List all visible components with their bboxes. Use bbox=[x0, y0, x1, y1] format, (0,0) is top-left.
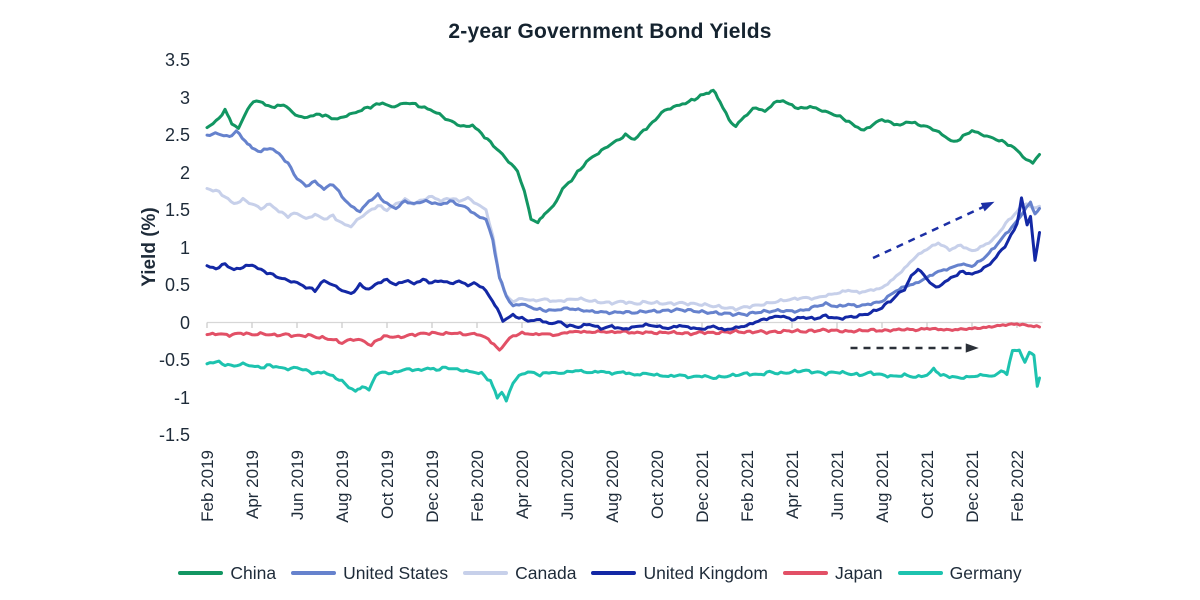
legend-swatch bbox=[291, 571, 337, 575]
legend-label: Japan bbox=[834, 562, 883, 583]
x-tick-label: Feb 2021 bbox=[738, 450, 757, 522]
x-tick-label: Oct 2021 bbox=[918, 450, 937, 519]
legend-label: Canada bbox=[515, 562, 577, 583]
series-line-china bbox=[205, 88, 1041, 225]
legend-item-china: China bbox=[178, 563, 276, 584]
x-tick-label: Dec 2021 bbox=[693, 450, 712, 523]
legend-item-japan: Japan bbox=[782, 562, 883, 584]
y-tick-label: 1 bbox=[179, 237, 190, 258]
legend-swatch bbox=[178, 571, 224, 575]
x-tick-label: Dec 2019 bbox=[423, 450, 442, 523]
x-tick-label: Oct 2020 bbox=[648, 450, 667, 519]
y-tick-label: -1 bbox=[173, 387, 190, 408]
legend-label: United Kingdom bbox=[643, 562, 768, 583]
legend-label: Germany bbox=[949, 562, 1022, 583]
y-tick-label: 3.5 bbox=[164, 50, 190, 70]
legend-item-canada: Canada bbox=[463, 563, 576, 584]
y-tick-label: -1.5 bbox=[158, 425, 190, 445]
legend-item-united-states: United States bbox=[291, 563, 448, 584]
x-tick-label: Aug 2021 bbox=[873, 450, 892, 523]
x-tick-label: Jun 2021 bbox=[828, 450, 847, 520]
series-line-united-states bbox=[205, 129, 1041, 317]
x-tick-label: Oct 2019 bbox=[378, 450, 397, 519]
series-line-germany bbox=[205, 348, 1041, 403]
y-tick-label: 1.5 bbox=[164, 200, 190, 220]
x-tick-label: Apr 2020 bbox=[513, 450, 532, 519]
x-tick-label: Feb 2020 bbox=[468, 450, 487, 522]
legend-swatch bbox=[782, 571, 828, 575]
chart-title: 2-year Government Bond Yields bbox=[448, 20, 772, 43]
chart-legend: China United States Canada United Kingdom Ja… bbox=[0, 560, 1200, 586]
x-tick-label: Aug 2019 bbox=[333, 450, 352, 523]
x-tick-label: Jun 2020 bbox=[558, 450, 577, 520]
rising-trend-arrow bbox=[872, 201, 995, 260]
y-tick-label: 0.5 bbox=[164, 275, 190, 295]
y-tick-label: 0 bbox=[179, 312, 190, 333]
flat-trend-arrow bbox=[850, 343, 979, 353]
series-line-japan bbox=[205, 322, 1041, 352]
legend-item-united-kingdom: United Kingdom bbox=[591, 563, 768, 584]
x-tick-label: Aug 2020 bbox=[603, 450, 622, 523]
y-tick-label: 2.5 bbox=[164, 125, 190, 145]
legend-label: United States bbox=[343, 562, 449, 583]
x-tick-label: Feb 2019 bbox=[198, 450, 217, 522]
legend-label: China bbox=[230, 562, 277, 583]
y-tick-label: 2 bbox=[179, 162, 190, 183]
legend-item-germany: Germany bbox=[897, 562, 1022, 584]
y-tick-label: -0.5 bbox=[158, 350, 190, 370]
x-tick-label: Dec 2021 bbox=[963, 450, 982, 523]
series-line-united-kingdom bbox=[205, 196, 1041, 332]
y-tick-label: 3 bbox=[179, 87, 190, 108]
x-tick-label: Apr 2019 bbox=[243, 450, 262, 519]
legend-swatch bbox=[591, 571, 637, 575]
series-line-canada bbox=[205, 187, 1041, 312]
x-tick-label: Jun 2019 bbox=[288, 450, 307, 520]
x-tick-label: Apr 2021 bbox=[783, 450, 802, 519]
x-tick-label: Feb 2022 bbox=[1008, 450, 1027, 522]
legend-swatch bbox=[897, 571, 943, 575]
legend-swatch bbox=[463, 571, 509, 575]
